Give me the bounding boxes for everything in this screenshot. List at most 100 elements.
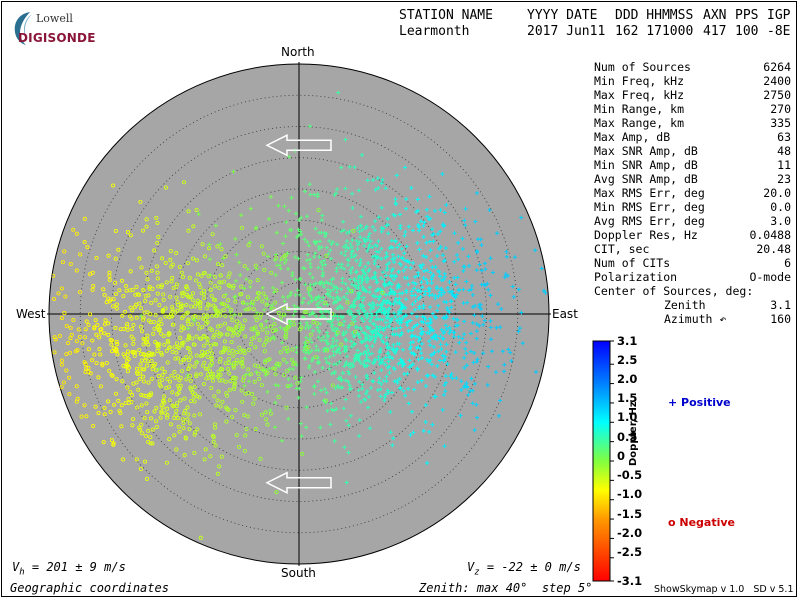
negative-source-point	[101, 440, 106, 445]
negative-source-point	[154, 215, 159, 220]
positive-source-point	[428, 358, 433, 363]
negative-source-point	[106, 399, 111, 404]
positive-source-point	[442, 329, 447, 334]
positive-source-point	[265, 254, 270, 259]
negative-source-point	[178, 398, 183, 403]
center-azimuth-value: 160	[770, 312, 791, 326]
positive-source-point	[331, 336, 336, 341]
negative-source-point	[290, 347, 295, 352]
positive-source-point	[401, 361, 406, 366]
negative-source-point	[116, 247, 121, 252]
negative-source-point	[169, 279, 174, 284]
positive-source-point	[442, 383, 447, 388]
negative-source-point	[156, 284, 161, 289]
positive-source-point	[400, 347, 405, 352]
positive-source-point	[335, 187, 340, 192]
positive-source-point	[482, 282, 487, 287]
positive-source-point	[367, 334, 372, 339]
negative-source-point	[192, 342, 197, 347]
positive-source-point	[442, 210, 447, 215]
positive-source-point	[427, 289, 432, 294]
positive-source-point	[390, 245, 395, 250]
stat-value: 0.0488	[749, 228, 791, 242]
positive-source-point	[307, 337, 312, 342]
negative-source-point	[155, 270, 160, 275]
negative-source-point	[97, 335, 102, 340]
positive-source-point	[373, 271, 378, 275]
negative-source-point	[148, 312, 153, 317]
positive-source-point	[378, 335, 383, 340]
positive-source-point	[391, 277, 396, 282]
negative-source-point	[181, 325, 186, 330]
positive-source-point	[359, 276, 364, 281]
positive-source-point	[294, 345, 299, 350]
positive-source-point	[342, 266, 347, 271]
positive-source-point	[293, 211, 298, 216]
positive-source-point	[325, 408, 330, 413]
positive-source-point	[539, 266, 544, 271]
negative-source-point	[194, 258, 199, 263]
positive-source-point	[382, 298, 387, 303]
positive-source-point	[397, 261, 402, 266]
positive-source-point	[358, 325, 363, 330]
positive-source-point	[293, 292, 298, 297]
negative-source-point	[185, 346, 190, 351]
positive-source-point	[375, 317, 380, 322]
positive-source-point	[398, 325, 403, 330]
positive-source-point	[384, 262, 389, 267]
stat-label: CIT, sec	[594, 242, 650, 256]
positive-source-point	[328, 319, 333, 324]
negative-source-point	[52, 335, 57, 340]
negative-source-point	[194, 360, 199, 365]
negative-source-point	[190, 297, 195, 302]
positive-source-point	[358, 223, 363, 228]
colorbar-tick-label: 0.5	[617, 430, 638, 444]
positive-source-point	[354, 238, 359, 243]
positive-source-point	[232, 295, 237, 300]
positive-source-point	[380, 357, 385, 362]
positive-source-point	[443, 374, 448, 379]
negative-source-point	[158, 317, 163, 322]
positive-source-point	[438, 208, 443, 213]
positive-source-point	[342, 319, 347, 324]
positive-source-point	[308, 282, 313, 287]
positive-source-point	[355, 308, 360, 313]
positive-source-point	[378, 275, 383, 280]
positive-source-point	[409, 328, 414, 333]
positive-source-point	[285, 294, 290, 299]
negative-source-point	[134, 370, 140, 375]
positive-source-point	[277, 263, 282, 268]
negative-source-point	[129, 316, 134, 321]
negative-source-point	[67, 350, 73, 355]
positive-source-point	[363, 288, 368, 293]
negative-source-point	[152, 362, 158, 367]
negative-source-point	[139, 265, 144, 270]
stat-value: 20.0	[763, 186, 791, 200]
positive-source-point	[431, 232, 436, 237]
positive-source-point	[264, 319, 269, 324]
positive-source-point	[408, 318, 413, 323]
positive-source-point	[447, 325, 452, 330]
positive-source-point	[379, 226, 384, 231]
positive-source-point	[465, 384, 470, 389]
positive-source-point	[351, 364, 356, 369]
positive-source-point	[335, 348, 340, 353]
positive-source-point	[376, 357, 381, 362]
positive-source-point	[273, 425, 278, 430]
positive-source-point	[463, 206, 468, 211]
negative-source-point	[209, 360, 214, 365]
positive-source-point	[329, 281, 334, 286]
negative-source-point	[119, 403, 124, 408]
positive-source-point	[391, 342, 396, 347]
positive-source-point	[440, 288, 445, 293]
negative-source-point	[198, 306, 203, 311]
positive-source-point	[313, 241, 318, 246]
positive-source-point	[307, 293, 312, 298]
positive-source-point	[424, 240, 429, 245]
negative-source-point	[261, 291, 266, 296]
negative-source-point	[240, 356, 245, 361]
positive-source-point	[357, 240, 362, 245]
negative-source-point	[121, 326, 126, 331]
positive-source-point	[393, 213, 398, 218]
negative-source-point	[113, 256, 118, 261]
